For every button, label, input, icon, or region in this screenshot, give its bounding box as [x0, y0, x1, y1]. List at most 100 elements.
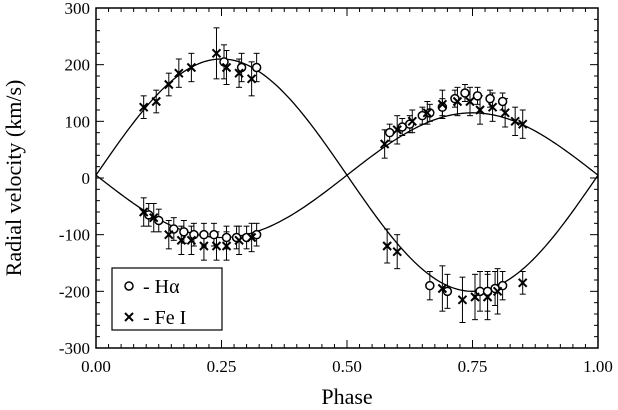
halpha-point: [199, 229, 209, 240]
halpha-point: [442, 286, 453, 297]
x-tick-label: 0.50: [332, 357, 362, 376]
fei-point: [392, 125, 402, 135]
x-tick-label: 0.25: [207, 357, 237, 376]
halpha-point: [425, 108, 435, 118]
fei-point-stroke: [392, 246, 402, 257]
fei-point-stroke: [517, 278, 528, 288]
fei-point-stroke: [470, 292, 480, 302]
halpha-point: [472, 91, 483, 101]
halpha-point: [425, 280, 435, 291]
fei-point-stroke: [138, 102, 149, 112]
y-tick-label: 200: [65, 56, 91, 75]
halpha-point: [179, 227, 189, 237]
fei-point: [176, 235, 187, 246]
fei-point: [174, 68, 184, 78]
fei-point: [475, 105, 485, 115]
fei-point-stroke: [500, 108, 510, 118]
fei-point-stroke: [164, 229, 174, 240]
fei-point-stroke: [176, 235, 187, 246]
legend-circle-marker: [124, 281, 134, 291]
x-tick-label: 1.00: [583, 357, 613, 376]
y-tick-label: 0: [82, 169, 91, 188]
fei-point-stroke: [138, 207, 149, 217]
fei-point-stroke: [221, 241, 232, 251]
fei-point: [164, 229, 174, 240]
halpha-point: [251, 62, 262, 73]
fei-point-stroke: [234, 68, 244, 78]
fei-point: [138, 102, 149, 112]
x-axis-title: Phase: [321, 384, 372, 409]
fei-point: [392, 246, 402, 257]
fei-point-stroke: [246, 74, 257, 84]
halpha-point: [485, 93, 495, 104]
fei-point-stroke: [174, 68, 184, 78]
x-tick-label: 0.00: [81, 357, 111, 376]
halpha-point: [143, 210, 154, 220]
fei-point: [482, 292, 493, 302]
fei-point: [234, 68, 244, 78]
halpha-point: [251, 229, 262, 240]
halpha-point: [460, 88, 470, 98]
fei-point-stroke: [407, 116, 417, 127]
fei-point: [465, 96, 475, 107]
fei-point: [151, 96, 161, 107]
fei-point-stroke: [465, 96, 475, 107]
fei-point: [149, 212, 159, 223]
fei-point: [138, 207, 149, 217]
fei-point: [517, 278, 528, 288]
fei-point-stroke: [246, 232, 257, 243]
fei-point: [407, 116, 417, 127]
fei-point: [492, 286, 503, 297]
fei-point: [517, 119, 528, 129]
fei-point: [164, 79, 174, 90]
fei-point: [246, 232, 257, 243]
fei-point-stroke: [517, 119, 528, 129]
fei-point: [457, 295, 468, 305]
x-tick-label: 0.75: [458, 357, 488, 376]
fei-point: [221, 62, 232, 73]
fei-point: [246, 74, 257, 84]
fei-point-stroke: [149, 212, 159, 223]
fei-point-stroke: [482, 292, 493, 302]
fei-point: [211, 241, 222, 251]
data-markers: [138, 48, 528, 305]
y-tick-label: -200: [59, 282, 90, 301]
fei-point: [452, 96, 463, 107]
legend: - Hα - Fe I: [111, 267, 223, 331]
y-tick-label: -100: [59, 226, 90, 245]
fei-point-stroke: [510, 116, 520, 127]
fei-point: [221, 241, 232, 251]
legend-label-fei: - Fe I: [143, 307, 186, 329]
fei-point-stroke: [422, 108, 433, 118]
legend-cross-marker: [124, 312, 134, 322]
fei-point-stroke: [211, 48, 222, 59]
fei-point: [379, 139, 390, 149]
fei-point-stroke: [379, 139, 390, 149]
halpha-point: [221, 232, 232, 243]
fei-point-stroke: [457, 295, 468, 305]
y-axis-title: Radial velocity (km/s): [1, 80, 26, 277]
fei-point: [437, 283, 448, 294]
fei-point-stroke: [452, 96, 463, 107]
y-axis-ticks: -300 -200 -100 0 100 200 300: [59, 0, 598, 358]
halpha-point: [209, 229, 219, 240]
fei-point: [186, 62, 197, 73]
fei-point-stroke: [392, 125, 402, 135]
fei-point-stroke: [164, 79, 174, 90]
y-tick-label: -300: [59, 339, 90, 358]
fei-point-stroke: [475, 105, 485, 115]
fei-point: [487, 102, 498, 112]
fei-point-stroke: [199, 241, 209, 251]
fei-point-stroke: [382, 241, 392, 251]
y-tick-label: 100: [65, 112, 91, 131]
fei-point-stroke: [234, 235, 244, 246]
fei-point-stroke: [151, 96, 161, 107]
legend-label-halpha: - Hα: [143, 276, 180, 298]
fei-point-stroke: [186, 235, 197, 246]
fei-point-stroke: [221, 62, 232, 73]
fei-point-stroke: [492, 286, 503, 297]
halpha-point: [384, 127, 395, 138]
fei-point: [211, 48, 222, 59]
fei-point: [510, 116, 520, 127]
